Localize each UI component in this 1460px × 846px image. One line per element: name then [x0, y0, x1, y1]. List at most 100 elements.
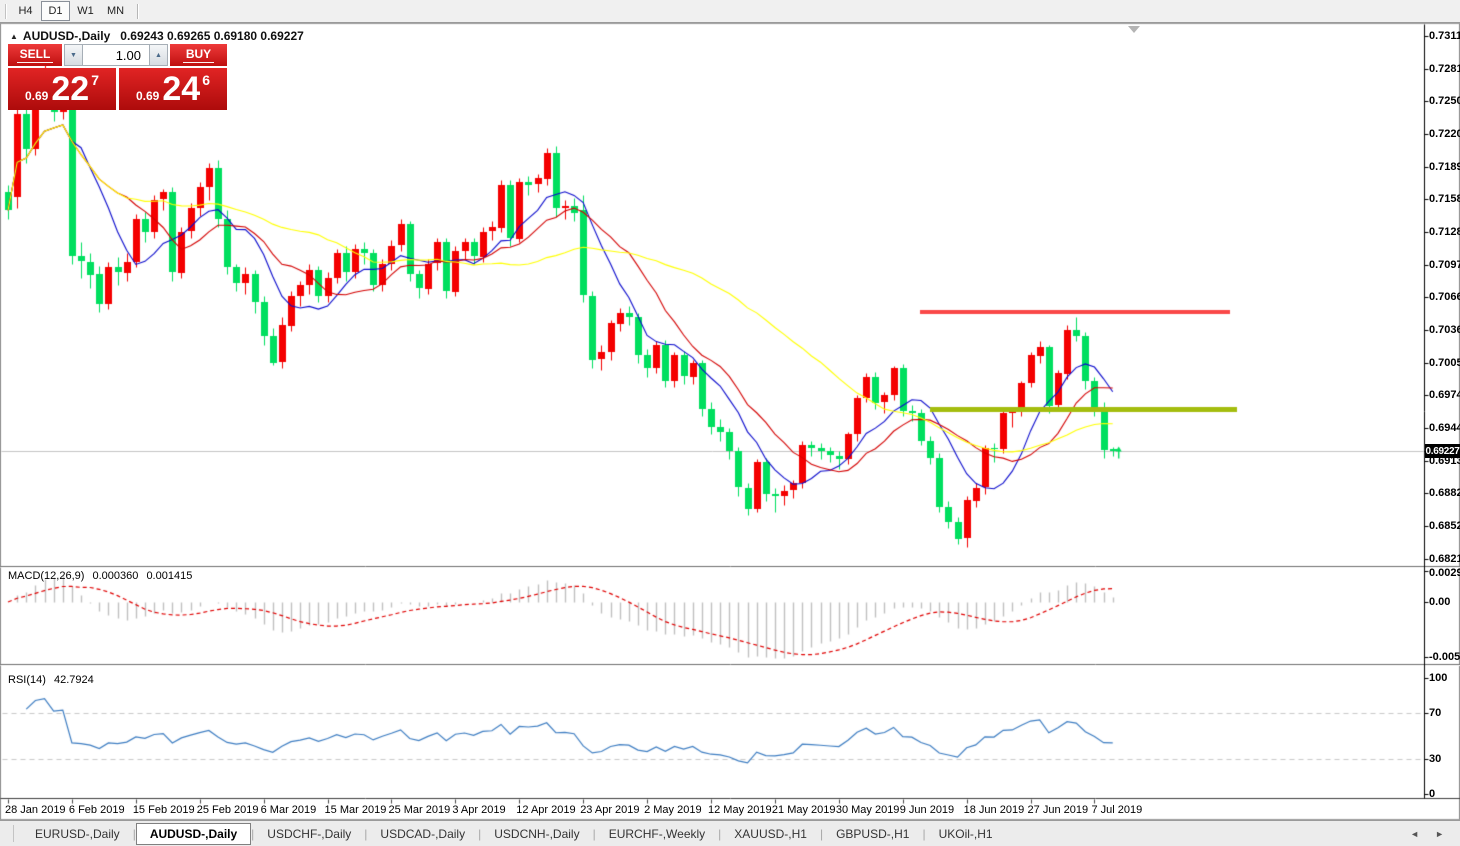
tab-audusd-daily[interactable]: AUDUSD-,Daily [135, 822, 252, 845]
price-tick-label: 0.70665 [1429, 291, 1460, 304]
date-tick-label: 23 Apr 2019 [580, 804, 640, 816]
date-tick-label: 12 Apr 2019 [516, 804, 576, 816]
price-tick-label: 0.68825 [1429, 487, 1460, 500]
sell-button[interactable]: SELL [8, 44, 62, 66]
panel-separator-main-macd[interactable] [0, 564, 1460, 569]
tab-separator: | [819, 826, 824, 841]
price-tick-label: 0.72505 [1429, 95, 1460, 108]
rsi-tick-label: 100 [1429, 672, 1448, 684]
rsi-tick-label: 30 [1429, 753, 1442, 766]
timeframe-button-h4[interactable]: H4 [18, 5, 33, 17]
buy-button-label: BUY [182, 47, 215, 63]
tab-gbpusd-h1[interactable]: GBPUSD-,H1 [836, 826, 910, 841]
date-tick-label: 3 Apr 2019 [452, 804, 506, 816]
date-tick-label: 12 May 2019 [708, 804, 772, 816]
price-tick-label: 0.69745 [1429, 389, 1460, 402]
date-tick-label: 6 Feb 2019 [68, 804, 125, 816]
tab-eurusd-daily[interactable]: EURUSD-,Daily [35, 826, 120, 841]
date-tick-label: 18 Jun 2019 [963, 804, 1025, 816]
sell-price-prefix: 0.69 [25, 89, 49, 103]
rsi-name: RSI(14) [8, 674, 46, 686]
tab-scrollers: ◄ ► [1410, 829, 1444, 839]
rsi-tick-label: 70 [1429, 706, 1442, 719]
date-tick-label: 25 Mar 2019 [388, 804, 451, 816]
price-tick-label: 0.71585 [1429, 193, 1460, 206]
date-tick-label: 30 May 2019 [835, 804, 900, 816]
sell-price-box[interactable]: 0.69 22 7 [8, 68, 116, 110]
volume-input[interactable] [83, 44, 149, 66]
tab-ukoil-h1[interactable]: UKOil-,H1 [938, 826, 993, 841]
macd-name: MACD(12,26,9) [8, 570, 85, 582]
toolbar-grip[interactable] [5, 3, 7, 19]
symbol-name: AUDUSD-,Daily [22, 29, 111, 43]
buy-price-pipette: 6 [202, 72, 210, 88]
tab-usdcnh-daily[interactable]: USDCNH-,Daily [494, 826, 580, 841]
volume-decrease-button[interactable]: ▼ [64, 44, 83, 66]
sell-price-pipette: 7 [91, 72, 99, 88]
panel-separator-macd-rsi[interactable] [0, 662, 1460, 667]
macd-tick-label: 0.00 [1429, 596, 1451, 608]
tabbar-lead-cell [0, 825, 14, 842]
date-tick-label: 9 Jun 2019 [899, 804, 955, 816]
timeframe-toolbar: H4 D1 W1 MN [0, 0, 1460, 23]
symbol-marker-icon: ▲ [10, 31, 18, 41]
macd-label: MACD(12,26,9) 0.000360 0.001415 [8, 570, 197, 582]
sell-button-label: SELL [16, 47, 54, 63]
tab-separator: | [132, 826, 136, 841]
tab-separator: | [718, 826, 722, 841]
tab-scroll-right-icon[interactable]: ► [1435, 828, 1444, 839]
rsi-label: RSI(14) 42.7924 [8, 674, 99, 686]
tab-usdcad-daily[interactable]: USDCAD-,Daily [380, 826, 466, 841]
price-tick-label: 0.73115 [1429, 30, 1460, 42]
date-tick-label: 27 Jun 2019 [1027, 804, 1089, 816]
timeframe-button-w1[interactable]: W1 [77, 5, 94, 17]
one-click-trading-panel: SELL ▼ ▲ BUY 0.69 22 7 0.69 24 6 [8, 44, 227, 110]
tab-eurchf-weekly[interactable]: EURCHF-,Weekly [608, 826, 706, 841]
date-tick-label: 7 Jul 2019 [1091, 804, 1143, 816]
symbol-tab-bar: EURUSD-,Daily | AUDUSD-,Daily | USDCHF-,Dail… [0, 820, 1460, 846]
ohlc-readout: 0.69243 0.69265 0.69180 0.69227 [120, 29, 304, 43]
tab-xauusd-h1[interactable]: XAUUSD-,H1 [734, 826, 807, 841]
volume-increase-button[interactable]: ▲ [149, 44, 168, 66]
chart-shift-marker-icon[interactable] [1128, 26, 1140, 33]
tabs-host: EURUSD-,Daily | AUDUSD-,Daily | USDCHF-,Dail… [22, 822, 1006, 845]
buy-price-prefix: 0.69 [136, 89, 160, 103]
macd-signal-value: 0.001415 [146, 570, 193, 582]
chart-title: ▲ AUDUSD-,Daily 0.69243 0.69265 0.69180 … [10, 29, 304, 43]
date-tick-label: 28 Jan 2019 [5, 804, 66, 816]
tab-separator: | [364, 826, 368, 841]
buy-price-big: 24 [162, 70, 201, 108]
date-tick-label: 21 May 2019 [771, 804, 836, 816]
rsi-tick-label: 0 [1429, 788, 1436, 800]
current-price-tag: 0.69227 [1425, 444, 1460, 458]
macd-tick-label: 0.002984 [1429, 567, 1460, 579]
tab-separator: | [478, 826, 482, 841]
timeframe-button-mn[interactable]: MN [106, 5, 125, 17]
toolbar-separator [137, 3, 139, 19]
macd-tick-label: -0.00525 [1429, 650, 1460, 663]
buy-price-box[interactable]: 0.69 24 6 [119, 68, 227, 110]
buy-button[interactable]: BUY [170, 44, 227, 66]
timeframe-button-d1[interactable]: D1 [41, 1, 70, 21]
macd-main-value: 0.000360 [92, 570, 139, 582]
tab-separator: | [592, 826, 596, 841]
tab-separator: | [922, 826, 926, 841]
date-tick-label: 6 Mar 2019 [260, 804, 317, 816]
tab-scroll-left-icon[interactable]: ◄ [1410, 828, 1420, 839]
tab-separator: | [251, 826, 255, 841]
date-tick-label: 2 May 2019 [644, 804, 702, 816]
sell-price-big: 22 [51, 70, 90, 108]
tab-usdchf-daily[interactable]: USDCHF-,Daily [267, 826, 352, 841]
